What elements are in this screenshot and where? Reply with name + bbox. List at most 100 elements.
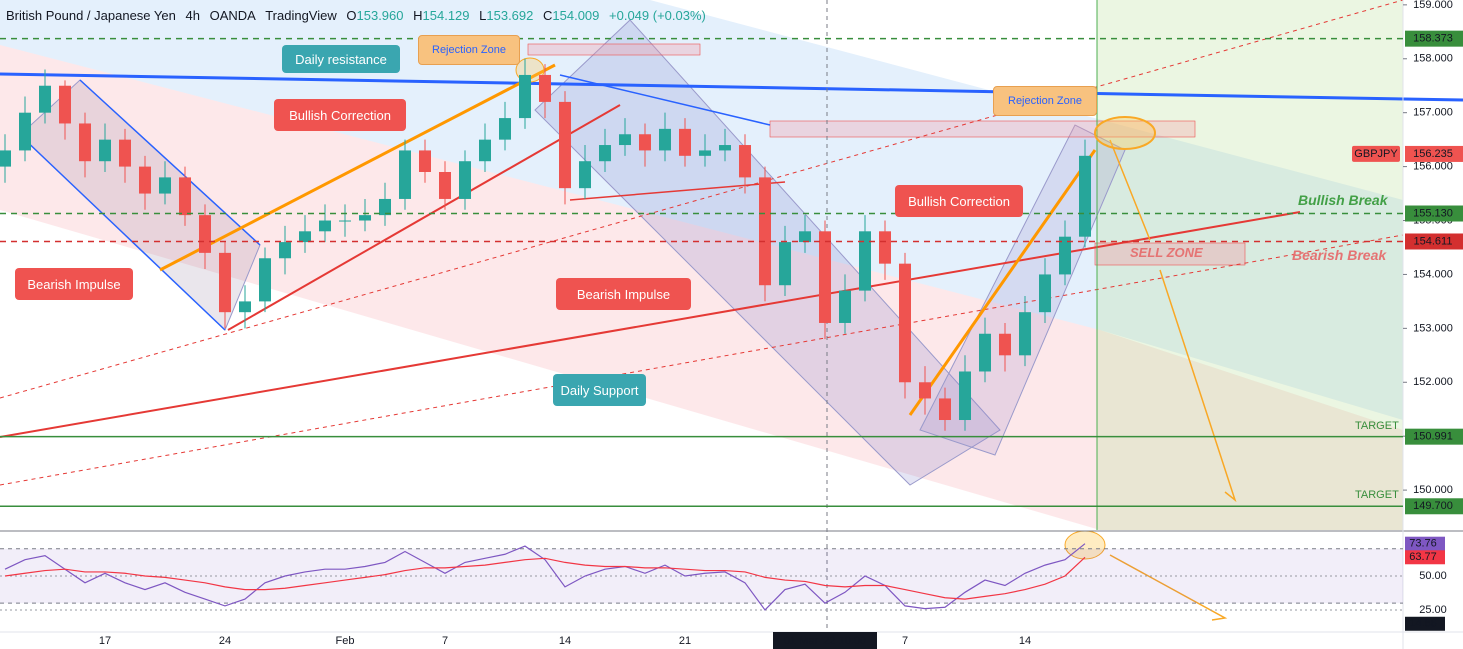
candle-body — [99, 139, 111, 162]
candle-body — [419, 150, 431, 172]
broker: OANDA — [209, 8, 256, 23]
candle-body — [159, 177, 171, 194]
x-tick-label: 7 — [442, 635, 448, 647]
orange-line — [908, 149, 1097, 416]
candle-body — [799, 231, 811, 243]
symbol-tag — [1352, 145, 1400, 162]
y-tick-label: 154.000 — [1413, 268, 1453, 280]
candle-body — [259, 258, 271, 302]
candle-body — [59, 85, 71, 124]
crosshair-time-tag — [773, 632, 877, 649]
rsi-value-label: 14.86 — [1409, 618, 1437, 630]
trend-line — [569, 181, 786, 201]
highlight — [1094, 116, 1156, 150]
candle-body — [0, 150, 11, 167]
candle-body — [119, 139, 131, 167]
candle-body — [79, 123, 91, 162]
candle-body — [839, 290, 851, 323]
level-label: 150.991 — [1413, 431, 1453, 443]
candle-body — [1039, 274, 1051, 313]
annotation: Rejection Zone — [418, 35, 520, 65]
interval: 4h — [185, 8, 200, 23]
rsi-value-tag — [1405, 616, 1445, 631]
candle-body — [539, 74, 551, 102]
annotation: Bullish Break — [1298, 192, 1388, 208]
header: British Pound / Japanese Yen 4h OANDA Tr… — [6, 8, 712, 23]
ohlc-key: O — [346, 8, 357, 23]
x-tick-label: Feb — [336, 635, 355, 647]
candle-body — [1019, 312, 1031, 356]
rejection-box — [527, 43, 701, 56]
y-tick-label: 157.000 — [1413, 107, 1453, 119]
x-tick-label: 14 — [559, 635, 571, 647]
trend-line — [559, 74, 771, 126]
candle-body — [639, 134, 651, 151]
ohlc-key: H — [413, 8, 423, 23]
orange-line — [159, 63, 556, 272]
y-tick-label: 153.000 — [1413, 322, 1453, 334]
level-tag — [1405, 498, 1463, 515]
rsi-line — [4, 543, 1086, 611]
candle-body — [179, 177, 191, 216]
level-label: 156.235 — [1413, 148, 1453, 160]
candle-body — [719, 145, 731, 151]
ohlc-value: 154.129 — [422, 8, 470, 23]
annotation: Daily Support — [553, 374, 646, 406]
candle-body — [39, 85, 51, 113]
y-tick-label: 159.000 — [1413, 0, 1453, 11]
x-tick-label: 01 Mar '22 10:00 — [784, 635, 866, 647]
candle-body — [139, 166, 151, 194]
rsi-value-tag — [1405, 550, 1445, 565]
candle-body — [339, 220, 351, 222]
ohlc-value: 153.692 — [486, 8, 534, 23]
candle-body — [459, 161, 471, 199]
candle-body — [779, 242, 791, 286]
candle-body — [879, 231, 891, 264]
channel-line — [227, 104, 621, 331]
candle-body — [359, 215, 371, 221]
candle-body — [479, 139, 491, 162]
candle-body — [199, 215, 211, 253]
annotation: Bearish Impulse — [15, 268, 133, 300]
level-tag — [1405, 428, 1463, 445]
x-tick-label: 17 — [99, 635, 111, 647]
candle-body — [919, 382, 931, 399]
level-label: 155.130 — [1413, 207, 1453, 219]
candle-body — [579, 161, 591, 189]
candle-body — [559, 101, 571, 189]
level-tag — [1405, 145, 1463, 162]
level-label: 149.700 — [1413, 500, 1453, 512]
candle-body — [659, 128, 671, 151]
candle-body — [619, 134, 631, 146]
candle-body — [379, 198, 391, 216]
annotation: Rejection Zone — [993, 86, 1097, 116]
daily-resistance-line — [0, 72, 1463, 102]
candle-body — [739, 145, 751, 178]
candle-body — [679, 128, 691, 156]
y-tick-label: 156.000 — [1413, 161, 1453, 173]
channel-line — [79, 79, 261, 246]
daily-support-line — [0, 211, 1301, 438]
candle-body — [599, 145, 611, 162]
y-tick-label: 152.000 — [1413, 376, 1453, 388]
annotation: SELL ZONE — [1130, 245, 1203, 260]
candle-body — [239, 301, 251, 313]
level-tag — [1405, 30, 1463, 47]
candle-body — [899, 263, 911, 383]
candle-body — [279, 242, 291, 259]
ohlc-key: C — [543, 8, 553, 23]
channel-line — [19, 134, 226, 331]
symbol: British Pound / Japanese Yen — [6, 8, 176, 23]
arrow — [1109, 139, 1151, 241]
rsi-value-label: 73.76 — [1409, 538, 1437, 550]
annotation: TARGET — [1355, 420, 1399, 432]
ohlc-key: L — [479, 8, 487, 23]
x-tick-label: 21 — [679, 635, 691, 647]
candle-body — [19, 112, 31, 151]
level-tag — [1405, 233, 1463, 250]
level-label: 158.373 — [1413, 33, 1453, 45]
annotation: Bearish Impulse — [556, 278, 691, 310]
y-tick-label: 158.000 — [1413, 53, 1453, 65]
